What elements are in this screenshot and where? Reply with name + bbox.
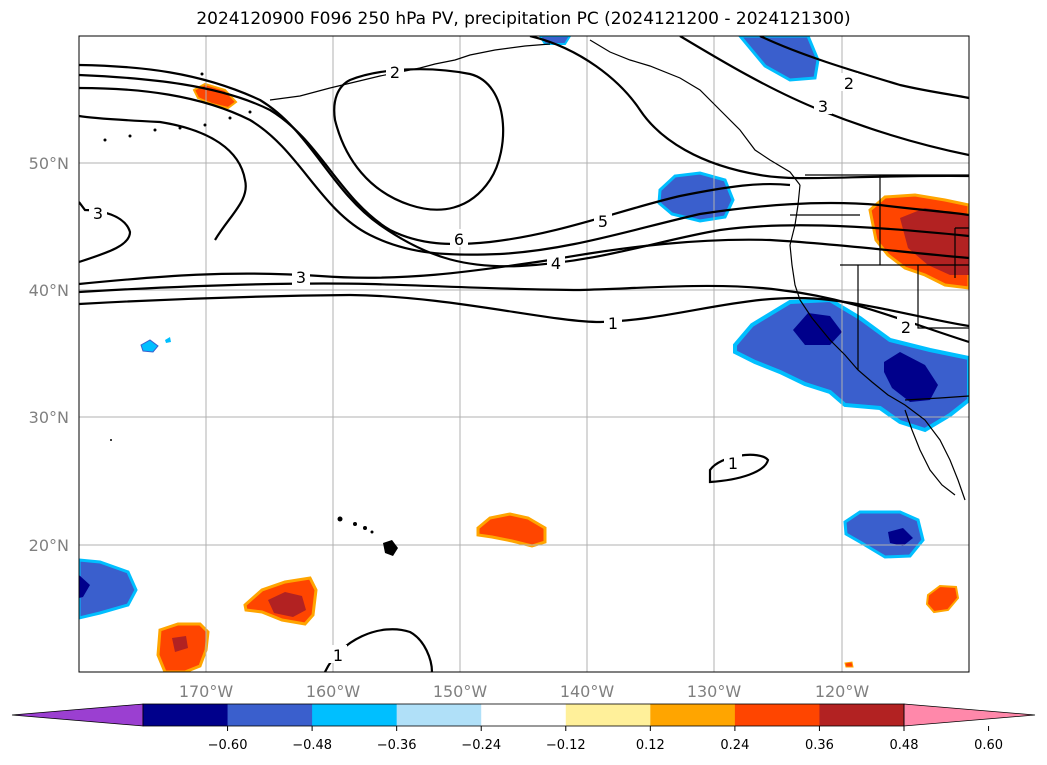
state-lines <box>790 175 969 370</box>
precip-core <box>793 313 842 345</box>
colorbar-tick-label: 0.12 <box>636 738 665 753</box>
pv-contour-north-3 <box>759 36 969 100</box>
colorbar-swatch <box>565 704 651 726</box>
hawaii-islet <box>337 516 343 522</box>
pv-contour-loop <box>333 68 505 211</box>
precip-core <box>888 528 913 546</box>
colorbar-swatch <box>312 704 398 726</box>
lat-labels: 50°N 40°N 30°N 20°N <box>29 154 69 555</box>
lon-label: 160°W <box>306 682 361 701</box>
aleutian-islet <box>228 116 232 120</box>
aleutian-islet <box>178 126 182 130</box>
aleutian-islet <box>153 128 157 132</box>
islet <box>200 72 204 76</box>
colorbar-swatch <box>734 704 820 726</box>
contour-label: 2 <box>844 74 854 93</box>
precip-core <box>79 575 90 598</box>
colorbar-outline <box>142 703 905 727</box>
gridlines <box>79 36 969 672</box>
pv-contour-6 <box>79 73 791 246</box>
contour-label: 5 <box>598 212 608 231</box>
colorbar-tick-label: 0.24 <box>720 738 749 753</box>
hawaii-islet <box>363 526 367 530</box>
colorbar: −0.60 −0.48 −0.36 −0.24 −0.12 0.12 0.24 0.36 0.4… <box>11 703 1036 753</box>
precip-blob <box>476 512 547 548</box>
precip-blob <box>140 339 159 353</box>
aleutian-islet <box>128 134 132 138</box>
lon-label: 150°W <box>433 682 488 701</box>
lon-label: 120°W <box>815 682 870 701</box>
colorbar-tick-label: −0.36 <box>377 738 417 753</box>
coastlines <box>269 39 969 501</box>
hawaii-island <box>383 540 398 556</box>
coast-westcoast <box>789 184 966 501</box>
map-frame <box>78 35 970 673</box>
coast-alaska-south <box>589 39 801 186</box>
aleutian-islet <box>103 138 107 142</box>
lon-label: 140°W <box>560 682 615 701</box>
contour-label: 1 <box>608 314 618 333</box>
precip-blob <box>192 82 238 110</box>
lon-labels: 170°W 160°W 150°W 140°W 130°W 120°W <box>179 682 870 701</box>
precip-blob <box>165 337 171 343</box>
contour-label: 6 <box>454 230 464 249</box>
contour-label: 2 <box>390 63 400 82</box>
contour-label: 3 <box>296 268 306 287</box>
colorbar-swatch <box>650 704 736 726</box>
islet <box>110 439 112 441</box>
colorbar-swatch <box>396 704 482 726</box>
lat-label: 30°N <box>29 408 69 427</box>
lon-label: 170°W <box>179 682 234 701</box>
lat-label: 20°N <box>29 536 69 555</box>
precip-blob <box>79 558 138 620</box>
colorbar-swatch <box>819 704 905 726</box>
contour-label: 3 <box>93 204 103 223</box>
hawaii-islet <box>353 522 357 526</box>
precip-blob <box>738 36 820 82</box>
coast-baja <box>904 409 956 496</box>
colorbar-swatch <box>481 704 567 726</box>
precip-core <box>900 208 969 275</box>
hawaii-islet <box>370 530 374 534</box>
pv-contour-5 <box>79 86 969 256</box>
contour-label: 4 <box>551 254 561 273</box>
precip-shading <box>79 36 969 672</box>
colorbar-extend-high <box>903 703 1036 727</box>
colorbar-tick-label: −0.48 <box>292 738 332 753</box>
lat-label: 40°N <box>29 281 69 300</box>
colorbar-tick-label: −0.60 <box>208 738 248 753</box>
colorbar-swatch <box>227 704 313 726</box>
border-us-mexico <box>904 395 969 401</box>
contour-label: 1 <box>333 646 343 665</box>
islands <box>103 72 398 556</box>
contour-label: 1 <box>728 454 738 473</box>
lat-label: 50°N <box>29 154 69 173</box>
map-title: 2024120900 F096 250 hPa PV, precipitatio… <box>196 9 851 29</box>
precip-blob <box>843 510 925 559</box>
pv-contour-4 <box>79 114 247 241</box>
precip-blob <box>925 584 960 614</box>
contour-labels: 6 5 4 3 2 1 3 2 3 2 1 1 <box>89 62 915 665</box>
aleutian-islet <box>203 123 207 127</box>
lon-label: 130°W <box>687 682 742 701</box>
colorbar-tick-label: 0.60 <box>974 738 1003 753</box>
colorbar-tick-label: −0.12 <box>546 738 586 753</box>
contour-label: 3 <box>818 97 828 116</box>
coast-alaska-peninsula <box>269 43 551 101</box>
aleutian-islet <box>248 110 252 114</box>
colorbar-extend-low <box>11 703 144 727</box>
precip-core <box>172 636 188 652</box>
precip-core <box>884 352 938 402</box>
colorbar-tick-label: 0.36 <box>805 738 834 753</box>
contour-label: 2 <box>901 318 911 337</box>
colorbar-tick-label: −0.24 <box>461 738 501 753</box>
precip-core <box>268 592 306 617</box>
pv-contour-4b <box>79 63 969 268</box>
colorbar-tick-label: 0.48 <box>890 738 919 753</box>
colorbar-swatch <box>143 704 229 726</box>
pv-contour-north <box>529 36 969 180</box>
pv-contour-2 <box>79 282 969 344</box>
precip-blob <box>844 661 854 668</box>
